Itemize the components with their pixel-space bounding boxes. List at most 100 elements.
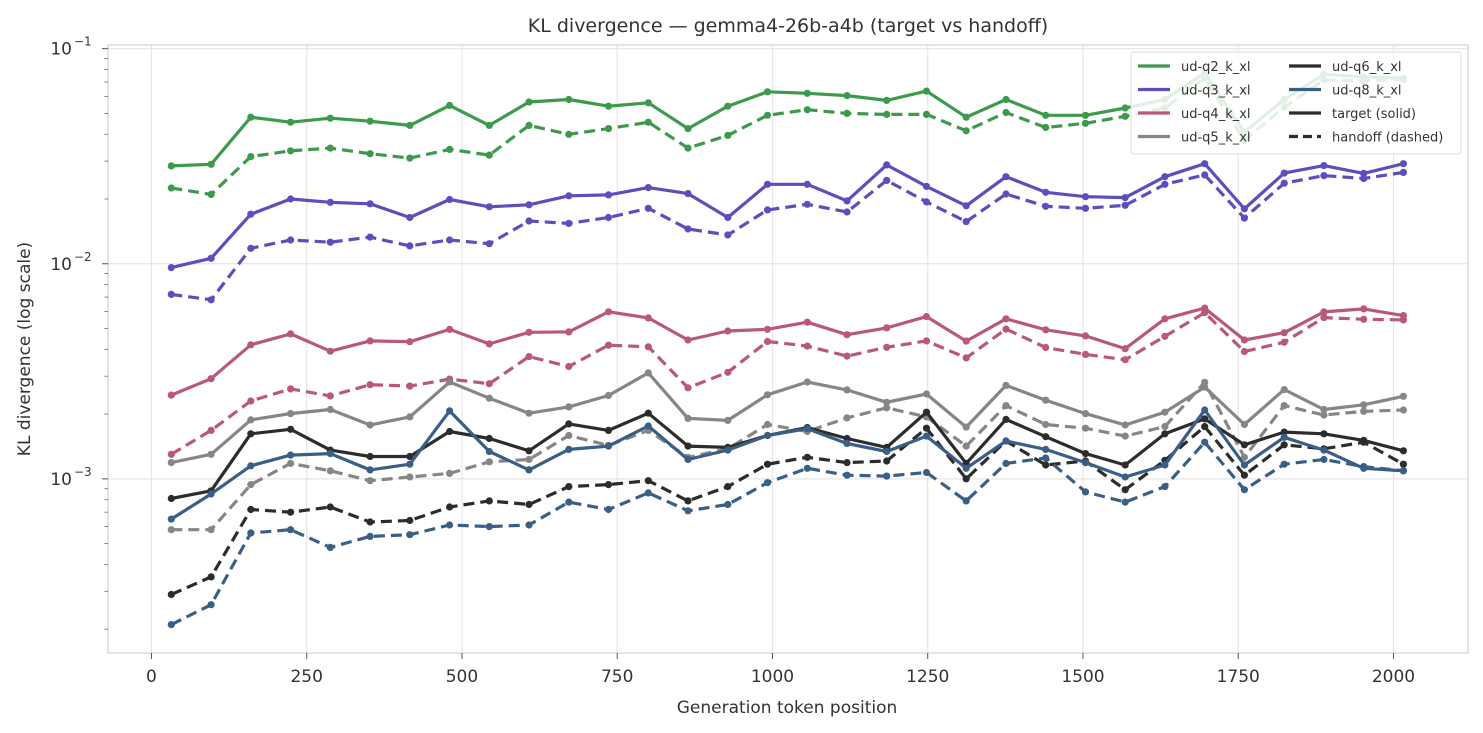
data-point-ud-q3-k-xl-target xyxy=(1399,160,1407,168)
data-point-ud-q6-k-xl-handoff xyxy=(843,459,851,467)
data-point-ud-q5-k-xl-target xyxy=(247,416,255,424)
data-point-ud-q8-k-xl-target xyxy=(565,445,573,453)
data-point-ud-q3-k-xl-target xyxy=(167,264,175,272)
data-point-ud-q8-k-xl-handoff xyxy=(1042,454,1050,462)
data-point-ud-q8-k-xl-target xyxy=(1121,473,1129,481)
data-point-ud-q4-k-xl-target xyxy=(446,325,454,333)
data-point-ud-q4-k-xl-handoff xyxy=(1002,325,1010,333)
data-point-ud-q6-k-xl-handoff xyxy=(1201,423,1209,431)
data-point-ud-q3-k-xl-target xyxy=(1161,173,1169,181)
data-point-ud-q2-k-xl-target xyxy=(604,102,613,110)
data-point-ud-q6-k-xl-target xyxy=(843,434,851,443)
data-point-ud-q5-k-xl-handoff xyxy=(1320,411,1328,419)
data-point-ud-q8-k-xl-handoff xyxy=(684,507,692,515)
data-point-ud-q3-k-xl-handoff xyxy=(684,225,692,233)
data-point-ud-q2-k-xl-handoff xyxy=(644,118,652,126)
data-point-ud-q5-k-xl-target xyxy=(1360,401,1368,409)
data-point-ud-q3-k-xl-target xyxy=(763,180,772,188)
data-point-ud-q3-k-xl-handoff xyxy=(1121,201,1129,209)
data-point-ud-q3-k-xl-target xyxy=(446,195,454,204)
series-line-ud-q5-k-xl-target xyxy=(170,371,1404,465)
data-point-ud-q3-k-xl-target xyxy=(1121,194,1129,202)
data-point-ud-q8-k-xl-handoff xyxy=(167,621,175,629)
data-point-ud-q5-k-xl-target xyxy=(485,394,493,402)
data-point-ud-q2-k-xl-handoff xyxy=(366,150,374,158)
data-point-ud-q3-k-xl-handoff xyxy=(883,176,891,184)
data-point-ud-q8-k-xl-target xyxy=(1399,467,1407,475)
data-point-ud-q5-k-xl-target xyxy=(1320,405,1328,414)
data-point-ud-q5-k-xl-target xyxy=(1280,386,1288,394)
data-point-ud-q2-k-xl-handoff xyxy=(684,144,692,152)
data-point-ud-q3-k-xl-handoff xyxy=(287,236,295,244)
data-point-ud-q2-k-xl-handoff xyxy=(1002,108,1010,117)
data-point-ud-q2-k-xl-target xyxy=(883,96,891,104)
legend-label: ud-q2_k_xl xyxy=(1181,60,1251,75)
data-point-ud-q6-k-xl-handoff xyxy=(803,453,811,461)
data-point-ud-q4-k-xl-target xyxy=(604,308,613,316)
data-point-ud-q4-k-xl-target xyxy=(565,328,573,336)
data-point-ud-q8-k-xl-target xyxy=(962,464,970,472)
data-point-ud-q6-k-xl-handoff xyxy=(922,424,931,432)
data-point-ud-q3-k-xl-handoff xyxy=(962,218,970,226)
data-point-ud-q5-k-xl-handoff xyxy=(446,469,454,477)
data-point-ud-q8-k-xl-target xyxy=(1081,459,1090,467)
data-point-ud-q3-k-xl-handoff xyxy=(446,236,454,244)
data-point-ud-q2-k-xl-target xyxy=(1121,104,1129,112)
data-point-ud-q5-k-xl-target xyxy=(644,369,652,377)
data-point-ud-q5-k-xl-handoff xyxy=(247,481,255,489)
data-point-ud-q8-k-xl-handoff xyxy=(604,505,613,514)
y-axis-label: KL divergence (log scale) xyxy=(15,242,35,456)
series-ud-q3-k-xl xyxy=(167,160,1407,304)
data-point-ud-q8-k-xl-target xyxy=(843,439,851,448)
data-point-ud-q4-k-xl-handoff xyxy=(1360,315,1368,323)
data-point-ud-q8-k-xl-handoff xyxy=(1161,483,1169,491)
x-tick-label: 1500 xyxy=(1061,667,1104,687)
data-point-ud-q6-k-xl-target xyxy=(446,427,454,436)
data-point-ud-q3-k-xl-handoff xyxy=(1360,174,1368,183)
data-point-ud-q4-k-xl-handoff xyxy=(406,382,414,390)
data-point-ud-q4-k-xl-target xyxy=(843,331,851,339)
data-point-ud-q5-k-xl-handoff xyxy=(1280,402,1288,410)
data-point-ud-q8-k-xl-target xyxy=(1002,437,1010,445)
data-point-ud-q2-k-xl-handoff xyxy=(843,109,851,117)
data-point-ud-q5-k-xl-handoff xyxy=(287,459,295,467)
data-point-ud-q2-k-xl-handoff xyxy=(604,125,613,133)
data-point-ud-q5-k-xl-handoff xyxy=(1042,420,1050,429)
data-point-ud-q8-k-xl-handoff xyxy=(366,532,374,541)
data-point-ud-q3-k-xl-target xyxy=(406,213,414,222)
data-point-ud-q4-k-xl-handoff xyxy=(207,426,215,434)
data-point-ud-q3-k-xl-target xyxy=(922,182,931,190)
data-point-ud-q8-k-xl-target xyxy=(763,431,772,440)
data-point-ud-q5-k-xl-handoff xyxy=(366,477,374,485)
data-point-ud-q6-k-xl-handoff xyxy=(366,518,374,526)
data-point-ud-q5-k-xl-target xyxy=(326,405,334,414)
data-point-ud-q3-k-xl-target xyxy=(1360,169,1368,177)
data-point-ud-q3-k-xl-handoff xyxy=(843,208,851,216)
y-tick-label: 10 xyxy=(50,255,72,275)
series-line-ud-q8-k-xl-handoff xyxy=(170,440,1404,627)
data-point-ud-q4-k-xl-target xyxy=(167,391,175,399)
data-point-ud-q3-k-xl-handoff xyxy=(485,240,493,248)
data-point-ud-q5-k-xl-target xyxy=(525,409,533,417)
data-point-ud-q3-k-xl-target xyxy=(843,197,851,205)
data-point-ud-q3-k-xl-handoff xyxy=(604,213,613,222)
data-point-ud-q3-k-xl-target xyxy=(684,190,692,198)
data-point-ud-q8-k-xl-target xyxy=(406,460,414,468)
series-line-ud-q3-k-xl-handoff xyxy=(171,170,1404,302)
data-point-ud-q8-k-xl-target xyxy=(167,515,175,523)
series-line-ud-q4-k-xl-handoff xyxy=(170,311,1404,456)
data-point-ud-q2-k-xl-handoff xyxy=(565,130,573,138)
data-point-ud-q4-k-xl-handoff xyxy=(525,353,533,361)
data-point-ud-q5-k-xl-handoff xyxy=(763,420,772,429)
data-point-ud-q8-k-xl-target xyxy=(485,447,493,456)
data-point-ud-q2-k-xl-target xyxy=(1081,111,1090,119)
data-point-ud-q4-k-xl-target xyxy=(525,328,533,336)
data-point-ud-q6-k-xl-handoff xyxy=(1240,471,1248,479)
data-point-ud-q2-k-xl-target xyxy=(922,87,931,95)
series-line-ud-q6-k-xl-handoff xyxy=(170,425,1405,596)
data-point-ud-q5-k-xl-handoff xyxy=(326,467,334,475)
data-point-ud-q5-k-xl-handoff xyxy=(843,414,851,422)
data-point-ud-q4-k-xl-target xyxy=(406,338,414,346)
data-point-ud-q2-k-xl-handoff xyxy=(247,153,255,161)
data-point-ud-q6-k-xl-handoff xyxy=(724,483,732,491)
